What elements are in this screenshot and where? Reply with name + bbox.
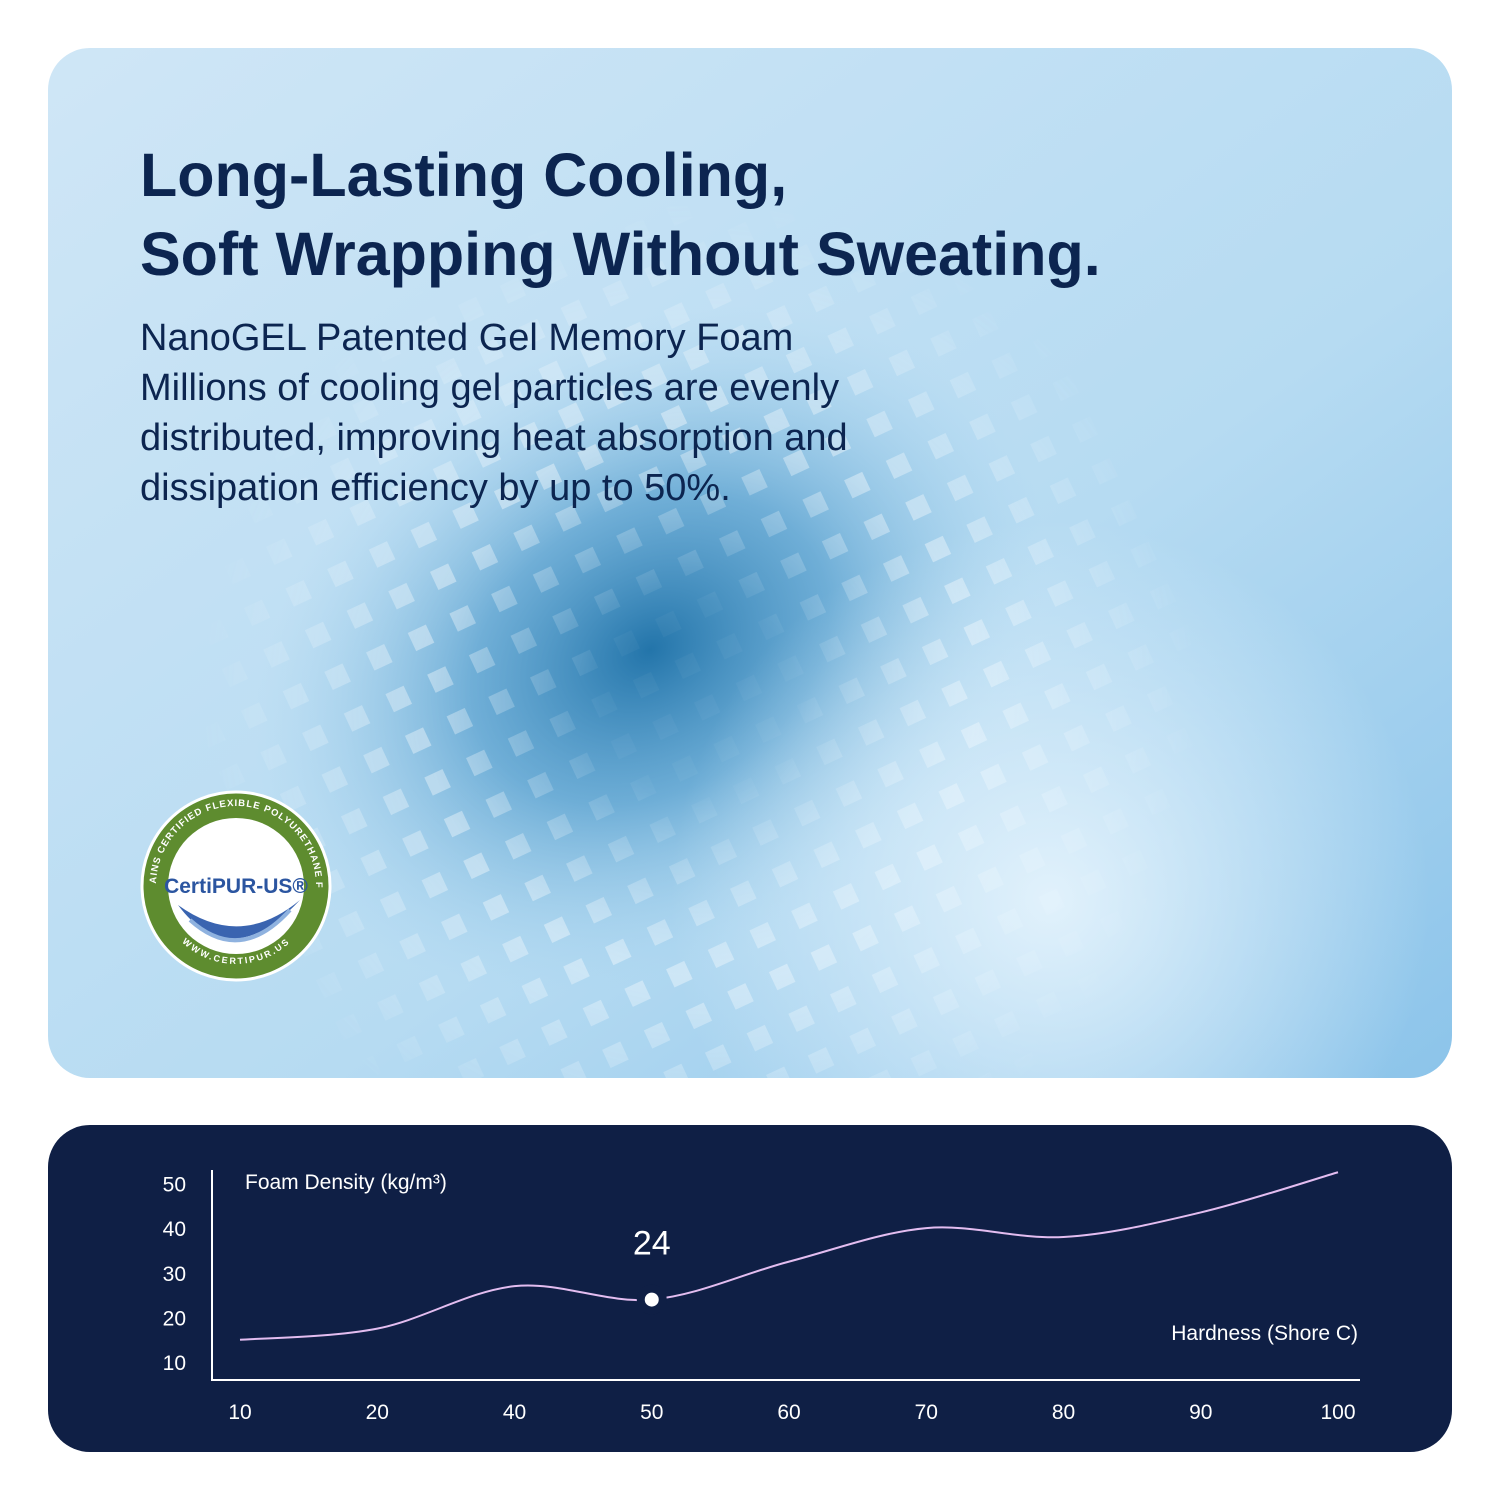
y-tick-label: 10 [163,1352,186,1375]
chart-panel [48,1125,1452,1452]
x-tick-label: 40 [503,1401,526,1424]
y-axis-label: Foam Density (kg/m³) [245,1171,447,1194]
body-line: dissipation efficiency by up to 50%. [140,467,731,509]
x-tick-label: 20 [366,1401,389,1424]
highlight-point [636,1284,667,1315]
x-axis-label: Hardness (Shore C) [1171,1322,1358,1345]
body-line: NanoGEL Patented Gel Memory Foam [140,317,793,359]
x-tick-label: 100 [1320,1401,1355,1424]
badge-brand: CertiPUR-US® [164,875,308,898]
body-line: Millions of cooling gel particles are ev… [140,367,839,409]
y-tick-label: 40 [163,1218,186,1241]
x-tick-label: 10 [228,1401,251,1424]
plot: 10 20 30 40 50 10 20 40 50 60 70 80 90 100 24 [163,1171,1356,1424]
x-tick-label: 70 [915,1401,938,1424]
x-tick-label: 80 [1052,1401,1075,1424]
x-tick-label: 50 [640,1401,663,1424]
y-tick-label: 50 [163,1173,186,1196]
body-line: distributed, improving heat absorption a… [140,417,848,459]
y-tick-label: 30 [163,1263,186,1286]
title-line: Soft Wrapping Without Sweating. [140,220,1101,288]
title-line: Long-Lasting Cooling, [140,141,787,209]
y-tick-label: 20 [163,1307,186,1330]
x-tick-label: 90 [1189,1401,1212,1424]
data-line [239,1171,1339,1341]
value-label: 24 [633,1225,671,1263]
x-tick-label: 60 [777,1401,800,1424]
